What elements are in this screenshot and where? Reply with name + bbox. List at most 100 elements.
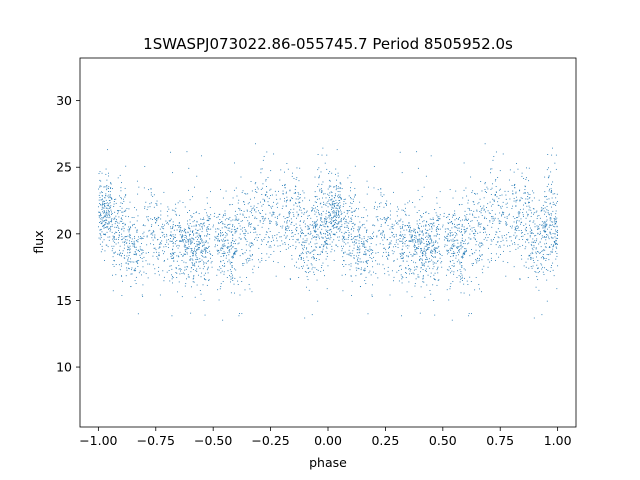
data-point: [520, 218, 522, 220]
data-point: [531, 267, 533, 269]
data-point: [322, 250, 323, 252]
data-point: [405, 213, 407, 215]
data-point: [306, 248, 307, 250]
data-point: [313, 249, 315, 251]
data-point: [546, 216, 547, 218]
data-point: [399, 238, 401, 239]
data-point: [548, 259, 550, 261]
data-point: [359, 286, 361, 288]
data-point: [333, 259, 335, 261]
data-point: [268, 197, 270, 199]
data-point: [263, 156, 265, 157]
data-point: [447, 235, 449, 237]
data-point: [367, 249, 369, 251]
data-point: [501, 237, 503, 239]
data-point: [334, 222, 336, 224]
data-point: [438, 223, 440, 225]
data-point: [303, 233, 305, 234]
data-point: [109, 200, 111, 202]
data-point: [453, 262, 455, 264]
data-point: [98, 215, 100, 217]
data-point: [267, 177, 269, 178]
data-point: [113, 218, 115, 220]
data-point: [112, 240, 114, 242]
data-point: [338, 200, 340, 201]
data-point: [498, 220, 500, 222]
data-point: [389, 247, 390, 248]
data-point: [536, 217, 538, 219]
data-point: [202, 228, 203, 230]
data-point: [345, 220, 347, 222]
data-point: [481, 291, 483, 293]
data-point: [252, 254, 253, 255]
data-point: [169, 265, 171, 267]
data-point: [388, 247, 390, 249]
data-point: [108, 239, 110, 241]
data-point: [152, 234, 154, 236]
data-point: [331, 199, 333, 201]
data-point: [203, 248, 205, 250]
data-point: [413, 245, 415, 247]
data-point: [136, 220, 138, 222]
data-point: [400, 234, 402, 236]
data-point: [447, 250, 449, 252]
data-point: [142, 260, 144, 262]
data-point: [555, 219, 557, 221]
data-point: [183, 253, 185, 255]
data-point: [402, 238, 404, 240]
data-point: [556, 242, 557, 244]
data-point: [327, 235, 329, 236]
data-point: [118, 234, 120, 236]
data-point: [458, 249, 460, 250]
data-point: [107, 246, 109, 248]
data-point: [397, 223, 399, 225]
data-point: [384, 219, 386, 220]
data-point: [218, 228, 220, 230]
data-point: [352, 241, 353, 243]
data-point: [429, 238, 431, 240]
data-point: [131, 217, 133, 219]
data-point: [531, 241, 533, 243]
data-point: [168, 239, 170, 241]
data-point: [384, 221, 386, 223]
data-point: [154, 217, 156, 219]
data-point: [542, 204, 544, 206]
data-point: [400, 240, 402, 242]
data-point: [217, 250, 219, 252]
data-point: [543, 231, 545, 232]
data-point: [294, 265, 295, 267]
data-point: [429, 228, 431, 230]
data-point: [208, 279, 210, 281]
data-point: [249, 242, 251, 244]
data-point: [428, 244, 430, 246]
data-point: [287, 227, 289, 229]
data-point: [302, 247, 304, 249]
data-point: [393, 280, 394, 282]
data-point: [334, 216, 336, 218]
data-point: [196, 221, 198, 223]
data-point: [209, 218, 210, 220]
data-point: [343, 226, 345, 228]
data-point: [254, 208, 256, 210]
data-point: [522, 208, 524, 210]
data-point: [230, 273, 232, 275]
data-point: [423, 186, 425, 188]
data-point: [497, 204, 499, 206]
data-point: [377, 206, 379, 208]
data-point: [515, 227, 516, 229]
data-point: [260, 172, 262, 174]
data-point: [527, 239, 529, 241]
data-point: [530, 256, 532, 258]
data-point: [316, 269, 318, 270]
data-point: [146, 216, 148, 218]
data-point: [422, 234, 424, 236]
data-point: [535, 234, 537, 236]
data-point: [454, 212, 456, 214]
data-point: [390, 243, 392, 245]
data-point: [261, 257, 263, 259]
data-point: [434, 251, 436, 253]
data-point: [220, 239, 222, 241]
data-point: [478, 244, 480, 246]
data-point: [333, 220, 335, 221]
data-point: [319, 231, 321, 233]
